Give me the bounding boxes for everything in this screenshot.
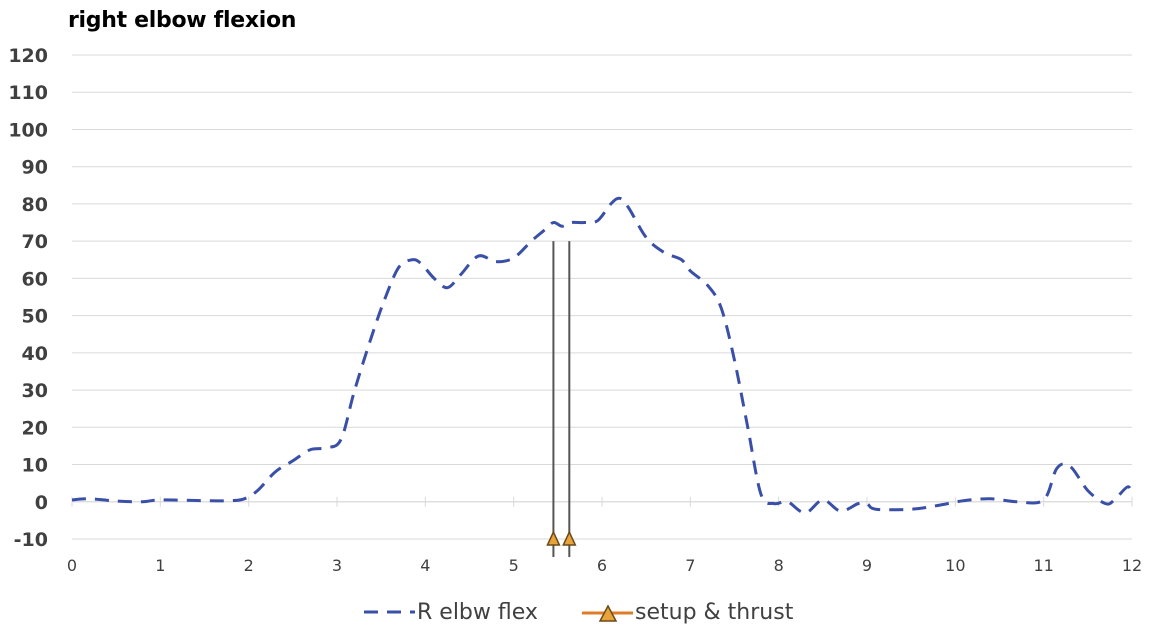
legend: R elbw flex setup & thrust: [0, 597, 1152, 627]
y-tick-label: 80: [22, 194, 48, 216]
series-line-r-elbw-flex: [71, 196, 1134, 515]
y-tick-label: 0: [35, 492, 48, 514]
legend-triangle-swatch: [582, 604, 633, 622]
x-tick-label: 8: [774, 556, 784, 575]
x-tick-label: 0: [67, 556, 77, 575]
setup-thrust-marker: [546, 530, 561, 546]
legend-item-setup-thrust: setup & thrust: [580, 597, 793, 627]
x-tick-label: 5: [509, 556, 519, 575]
legend-item-r-elbw-flex: R elbw flex: [362, 597, 538, 627]
x-tick-label: 4: [420, 556, 430, 575]
y-tick-label: 40: [22, 343, 48, 365]
legend-dash-swatch: [364, 610, 415, 614]
legend-label: setup & thrust: [635, 599, 794, 625]
y-tick-label: 70: [22, 231, 48, 253]
legend-label: R elbw flex: [417, 599, 538, 625]
gridlines: [71, 54, 1133, 540]
x-tick-label: 9: [862, 556, 872, 575]
x-tick-label: 12: [1122, 556, 1142, 575]
y-tick-label: 110: [8, 82, 48, 104]
chart-title: right elbow flexion: [68, 8, 297, 33]
y-tick-label: -10: [14, 529, 48, 551]
x-tick-label: 6: [597, 556, 607, 575]
y-tick-label: 120: [8, 45, 48, 67]
y-tick-label: 100: [8, 119, 48, 141]
x-tick-label: 11: [1033, 556, 1053, 575]
setup-thrust-marker: [562, 530, 577, 546]
y-tick-label: 60: [22, 268, 48, 290]
y-tick-label: 10: [22, 455, 48, 477]
x-tick-label: 3: [332, 556, 342, 575]
y-tick-label: 50: [22, 306, 48, 328]
x-tick-label: 10: [945, 556, 965, 575]
annotations: [552, 241, 571, 557]
series-layer: [71, 196, 1134, 546]
x-tick-label: 1: [155, 556, 165, 575]
y-tick-label: 90: [22, 157, 48, 179]
x-tick-label: 2: [244, 556, 254, 575]
y-tick-label: 30: [22, 380, 48, 402]
y-tick-label: 20: [22, 417, 48, 439]
x-tick-label: 7: [685, 556, 695, 575]
x-axis-ticks: 0 1 2 3 4 5 6 7 8 9 10 11 12: [67, 556, 1142, 575]
